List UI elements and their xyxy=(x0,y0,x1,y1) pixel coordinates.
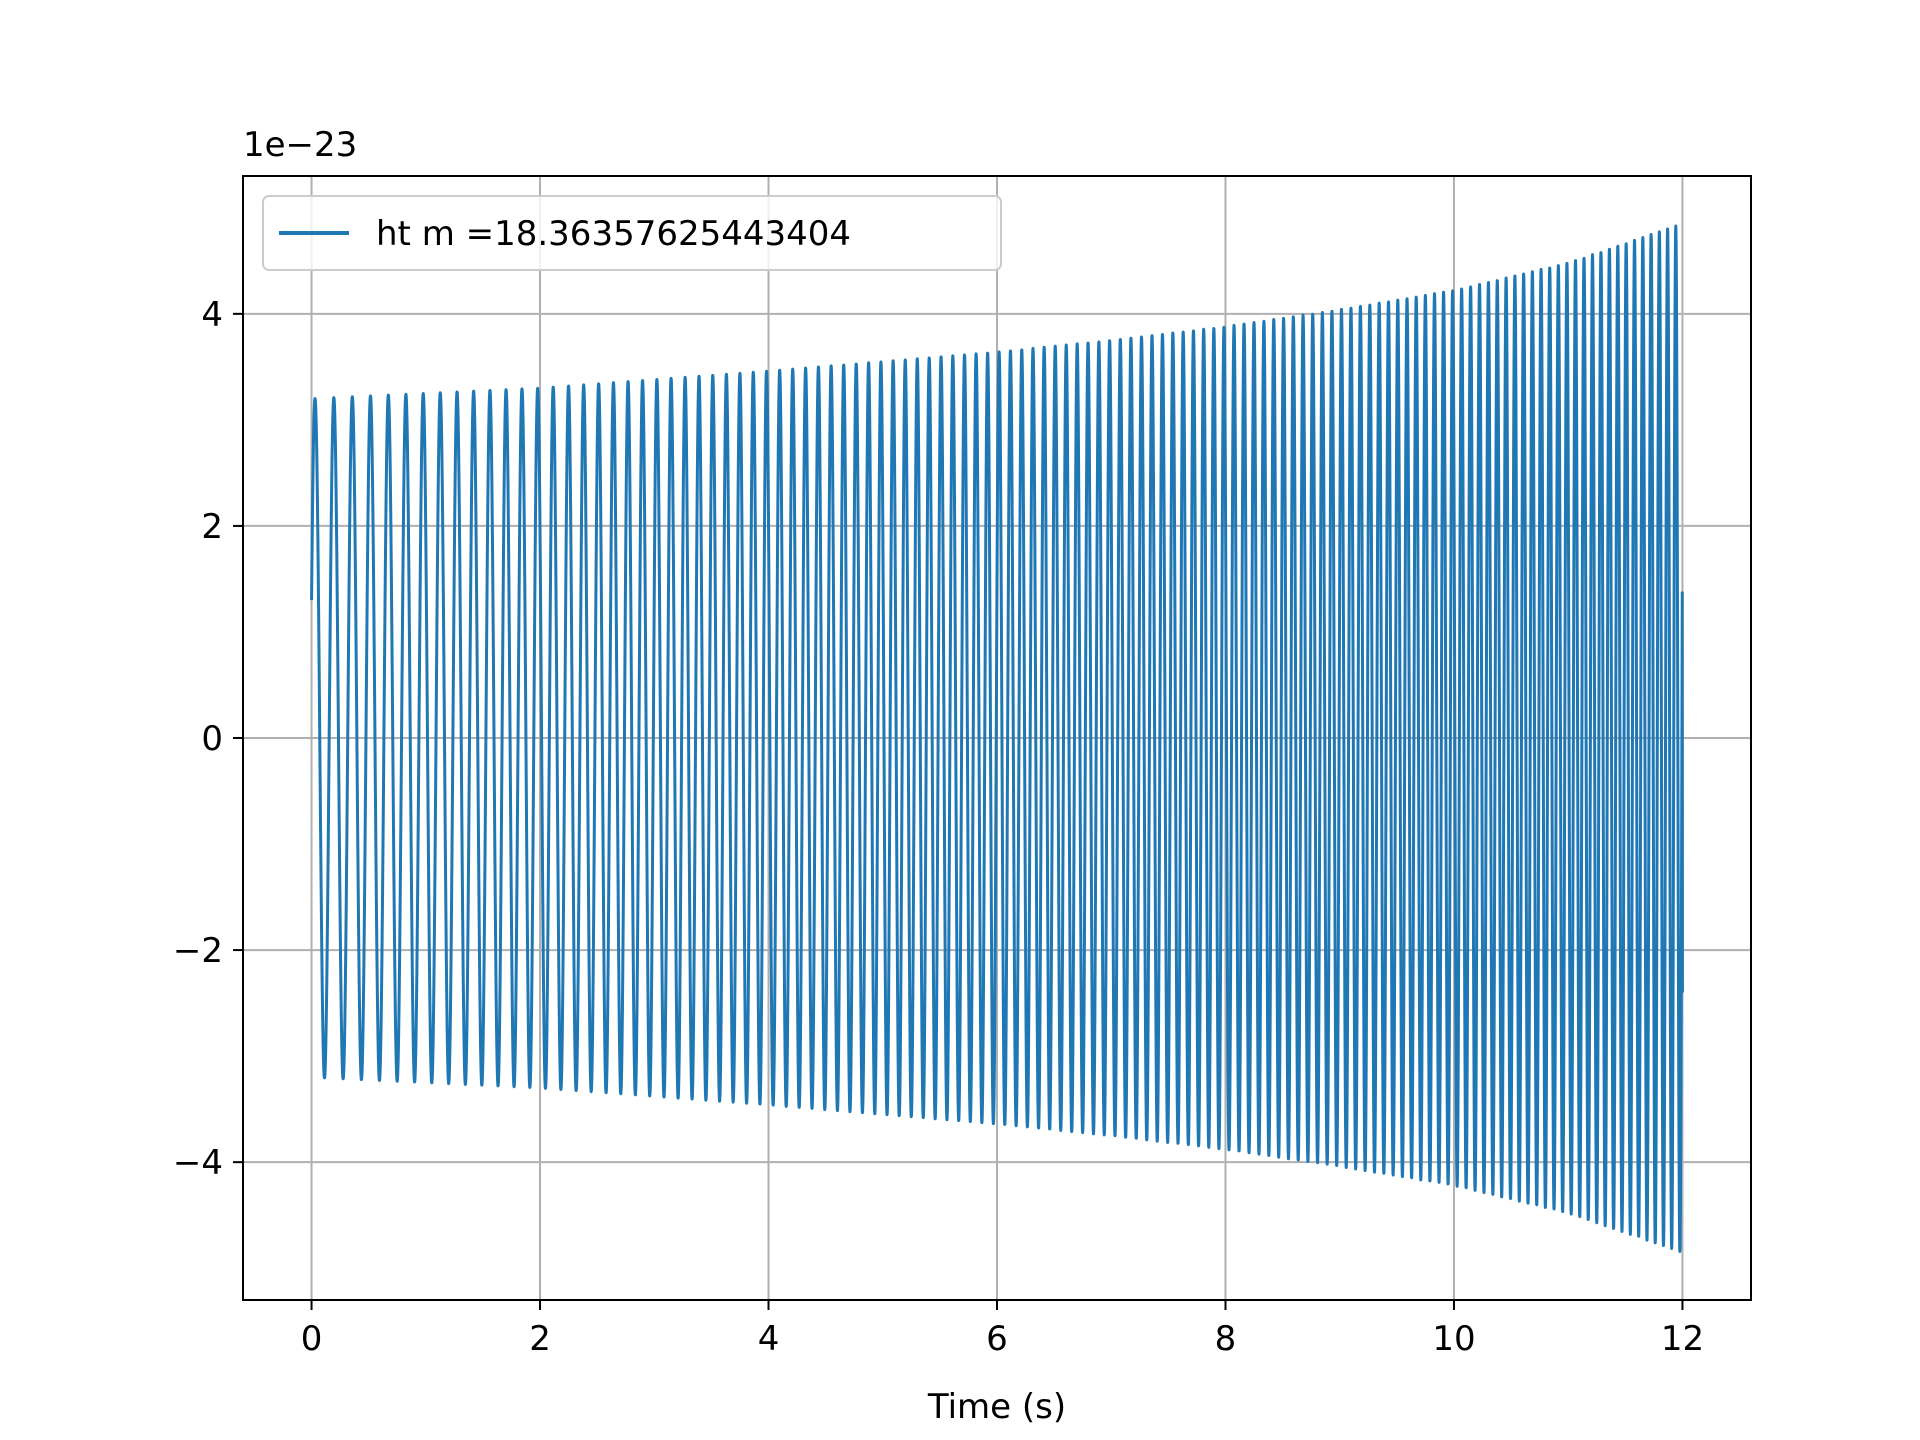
y-offset-label: 1e−23 xyxy=(243,125,357,165)
x-tick-label: 12 xyxy=(1661,1319,1704,1359)
series-layer xyxy=(310,224,1684,1253)
y-tick-label: 4 xyxy=(201,295,223,335)
x-tick-label: 4 xyxy=(758,1319,780,1359)
y-tick-label: 2 xyxy=(201,507,223,547)
x-tick-label: 0 xyxy=(301,1319,323,1359)
x-axis-label: Time (s) xyxy=(927,1387,1066,1427)
legend-box xyxy=(262,195,1002,271)
x-tick-label: 8 xyxy=(1215,1319,1237,1359)
x-tick-label: 6 xyxy=(986,1319,1008,1359)
legend: ht m =18.36357625443404 xyxy=(262,195,1002,271)
y-tick-label: 0 xyxy=(201,719,223,759)
x-axis: 0 2 4 6 8 10 12 xyxy=(301,1300,1704,1359)
x-tick-label: 10 xyxy=(1432,1319,1475,1359)
y-axis: −4 −2 0 2 4 xyxy=(173,295,243,1183)
y-tick-label: −2 xyxy=(173,931,223,971)
x-tick-label: 2 xyxy=(529,1319,551,1359)
legend-label: ht m =18.36357625443404 xyxy=(376,214,851,254)
y-tick-label: −4 xyxy=(173,1143,223,1183)
series-line xyxy=(310,224,1684,1253)
